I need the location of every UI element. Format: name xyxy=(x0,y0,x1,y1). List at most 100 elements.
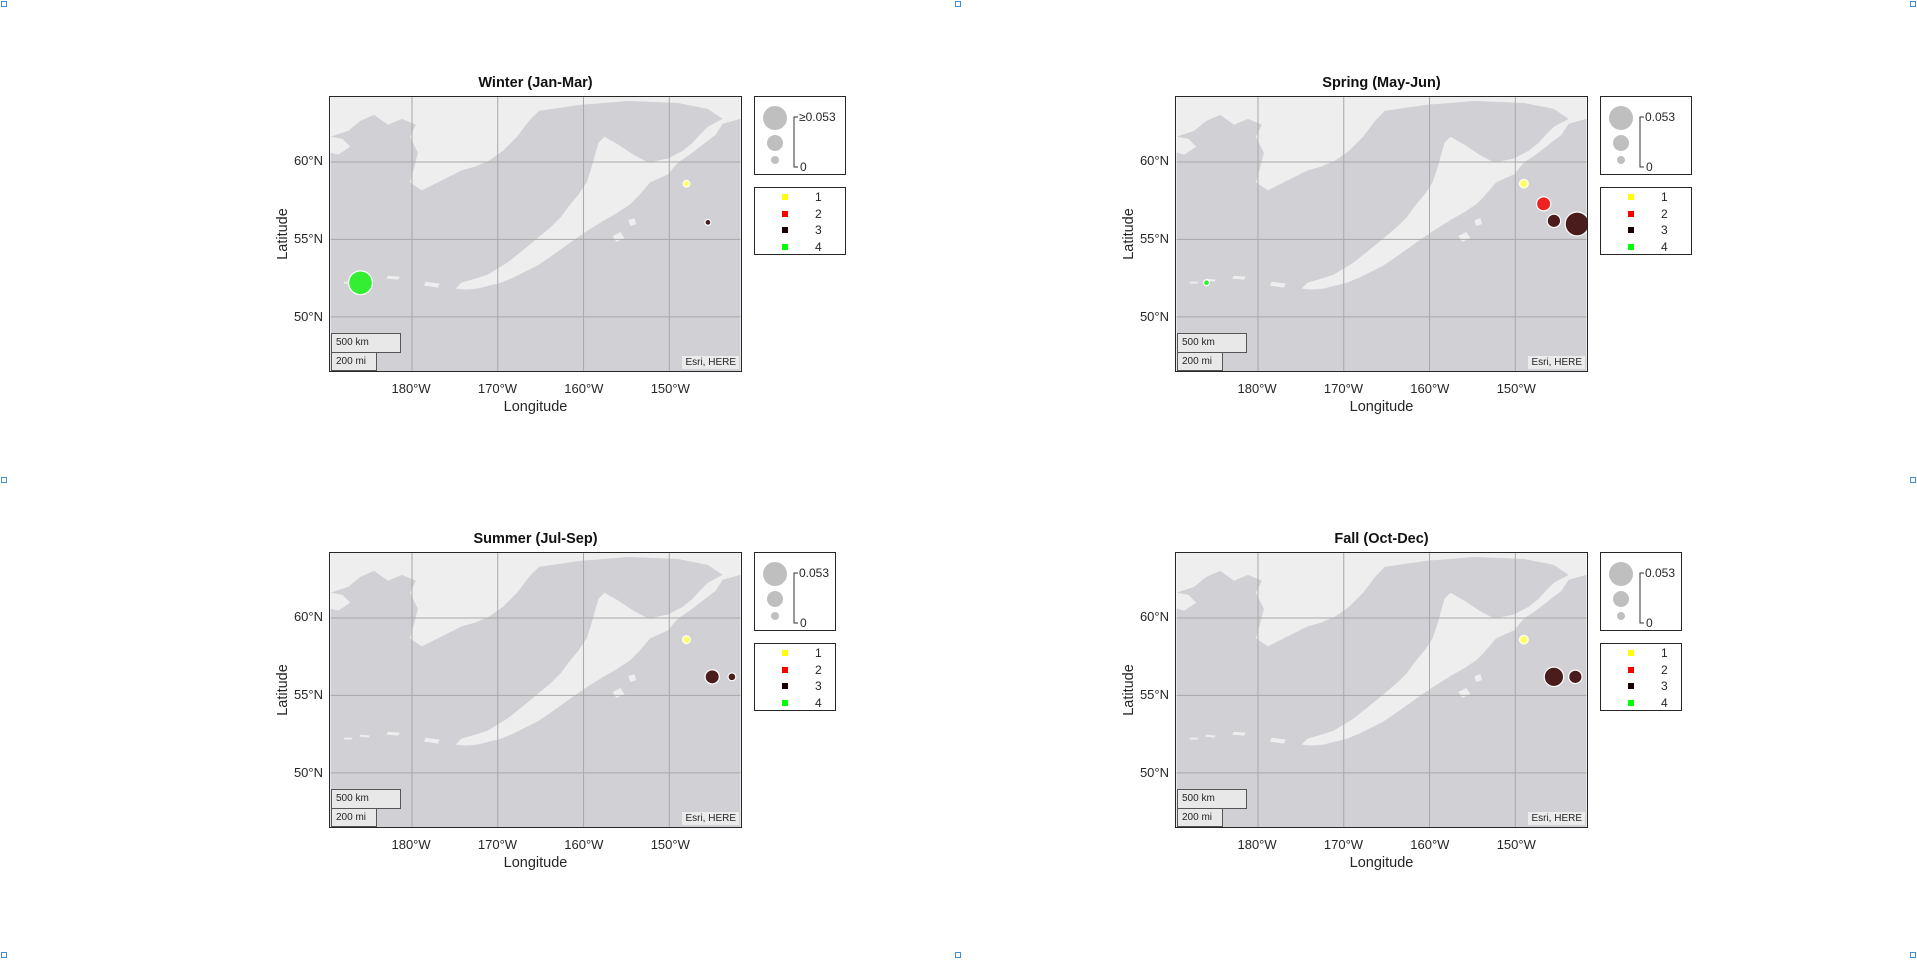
bubble-size-legend[interactable]: 0.053 0 xyxy=(1600,96,1692,175)
class-legend-item: 1 xyxy=(1601,190,1691,206)
x-axis-label: Longitude xyxy=(503,399,568,415)
landmass xyxy=(1269,281,1286,288)
map-attribution: Esri, HERE xyxy=(1528,812,1585,825)
class-marker-icon xyxy=(782,194,788,200)
landmass xyxy=(386,275,400,280)
ocean xyxy=(1176,97,1587,371)
ocean xyxy=(330,97,741,371)
size-legend-svg xyxy=(763,106,798,168)
class-legend-label: 1 xyxy=(815,646,822,660)
resize-handle-top-right[interactable] xyxy=(1910,1,1916,7)
y-axis-label: Latitude xyxy=(1121,664,1137,716)
map-panel: Spring (May-Jun) 500 km 200 mi Esri, HERE 60… xyxy=(846,0,1692,415)
legend-bubble-medium xyxy=(1613,591,1629,607)
class-legend-label: 4 xyxy=(815,695,822,710)
map-axes[interactable]: 500 km 200 mi Esri, HERE xyxy=(1175,552,1588,828)
class-legend[interactable]: 1 2 3 4 xyxy=(754,187,846,255)
resize-handle-top-center[interactable] xyxy=(955,1,961,7)
legend-bubble-small xyxy=(771,156,779,164)
landmass xyxy=(1189,737,1199,740)
basemap-svg xyxy=(330,97,741,371)
legend-bubble-medium xyxy=(767,135,783,151)
resize-handle-bottom-right[interactable] xyxy=(1910,952,1916,958)
class-marker-icon xyxy=(782,650,788,656)
class-marker-icon xyxy=(1628,210,1634,217)
lon-tick-label: 170°W xyxy=(1323,837,1364,852)
scalebar-km: 500 km xyxy=(1177,789,1247,809)
landmass xyxy=(1474,674,1483,683)
data-bubble-class-1 xyxy=(682,179,691,188)
class-legend-item: 2 xyxy=(1601,207,1691,223)
landmass xyxy=(330,553,741,746)
map-axes[interactable]: 500 km 200 mi Esri, HERE xyxy=(1175,96,1588,372)
class-legend-item: 1 xyxy=(1601,646,1681,662)
class-marker-icon xyxy=(782,210,788,217)
data-bubble-class-1 xyxy=(1518,634,1529,645)
data-bubble-class-4 xyxy=(348,270,374,296)
resize-handle-bottom-left[interactable] xyxy=(1,952,7,958)
resize-handle-top-left[interactable] xyxy=(1,1,7,7)
lon-tick-label: 150°W xyxy=(1496,837,1536,852)
landmass xyxy=(386,731,400,736)
size-legend-min-label: 0 xyxy=(1646,160,1653,174)
class-legend-label: 4 xyxy=(1661,695,1668,710)
lon-tick-label: 180°W xyxy=(1237,381,1277,396)
scalebar-km: 500 km xyxy=(331,789,401,809)
map-axes[interactable]: 500 km 200 mi Esri, HERE xyxy=(329,96,742,372)
lat-tick-label: 55°N xyxy=(1139,231,1169,247)
class-legend-item: 1 xyxy=(755,190,845,206)
class-legend-label: 1 xyxy=(1661,190,1668,204)
class-legend-label: 3 xyxy=(1661,679,1668,693)
class-marker-icon xyxy=(782,243,788,250)
class-legend[interactable]: 1 2 3 4 xyxy=(1600,187,1692,255)
class-legend-label: 2 xyxy=(815,206,822,221)
resize-handle-middle-left[interactable] xyxy=(1,477,7,483)
scalebar-mi: 200 mi xyxy=(331,353,377,371)
lon-tick-label: 170°W xyxy=(477,381,518,396)
data-bubble-class-3 xyxy=(1546,213,1562,229)
size-legend-min-label: 0 xyxy=(800,616,807,630)
bubble-size-legend[interactable]: ≥0.053 0 xyxy=(754,96,846,175)
class-legend-item: 4 xyxy=(755,696,835,712)
size-legend-min-label: 0 xyxy=(800,160,807,174)
class-legend-label: 4 xyxy=(1661,239,1668,254)
legend-bubble-medium xyxy=(767,591,783,607)
lon-tick-label: 180°W xyxy=(1237,837,1277,852)
size-legend-max-label: ≥0.053 xyxy=(799,110,836,124)
resize-handle-middle-right[interactable] xyxy=(1910,477,1916,483)
lat-tick-label: 55°N xyxy=(1139,687,1169,703)
scalebar-km: 500 km xyxy=(1177,333,1247,353)
class-legend[interactable]: 1 2 3 4 xyxy=(754,643,836,711)
landmass xyxy=(1189,281,1199,284)
bubble-size-legend[interactable]: 0.053 0 xyxy=(754,552,836,631)
data-bubble-class-3 xyxy=(1568,669,1583,685)
landmass xyxy=(628,218,637,227)
resize-handle-bottom-center[interactable] xyxy=(955,952,961,958)
size-legend-max-label: 0.053 xyxy=(1645,566,1676,580)
ocean xyxy=(1176,553,1587,827)
class-legend-item: 3 xyxy=(755,223,845,239)
class-legend-label: 2 xyxy=(815,662,822,677)
size-legend-min-label: 0 xyxy=(1646,616,1653,630)
landmass xyxy=(1176,136,1197,155)
landmass xyxy=(1205,734,1217,738)
class-marker-icon xyxy=(1628,650,1634,656)
map-panel: Winter (Jan-Mar) 500 km 200 mi Esri, HERE 60… xyxy=(0,0,846,415)
size-legend-max-label: 0.053 xyxy=(1645,110,1676,124)
map-attribution: Esri, HERE xyxy=(682,356,739,369)
panel-title: Fall (Oct-Dec) xyxy=(1334,531,1429,547)
legend-bracket xyxy=(793,116,798,168)
lat-tick-label: 50°N xyxy=(293,765,323,781)
landmass xyxy=(423,737,440,744)
legend-bracket xyxy=(1639,572,1644,624)
class-legend-label: 1 xyxy=(815,190,822,204)
size-legend-svg xyxy=(1609,106,1644,168)
legend-bubble-large xyxy=(763,562,787,586)
class-legend[interactable]: 1 2 3 4 xyxy=(1600,643,1682,711)
map-axes[interactable]: 500 km 200 mi Esri, HERE xyxy=(329,552,742,828)
bubble-size-legend[interactable]: 0.053 0 xyxy=(1600,552,1682,631)
legend-bubble-large xyxy=(763,106,787,130)
class-legend-item: 4 xyxy=(1601,240,1691,256)
legend-bracket xyxy=(1639,116,1644,168)
class-marker-icon xyxy=(1628,194,1634,200)
